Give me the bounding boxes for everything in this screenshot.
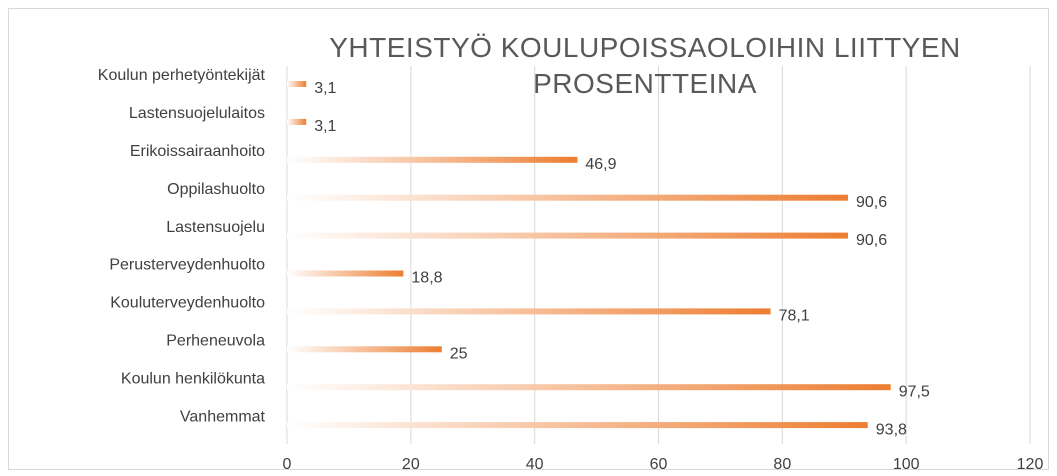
- x-tick-label: 0: [283, 456, 292, 473]
- y-tick-label: Koulun perhetyöntekijät: [98, 67, 266, 84]
- bar: [287, 232, 848, 239]
- chart-title: YHTEISTYÖ KOULUPOISSAOLOIHIN LIITTYEN PR…: [329, 32, 961, 99]
- bar: [287, 118, 307, 125]
- value-label: 78,1: [779, 308, 810, 325]
- y-tick-label: Oppilashuolto: [167, 181, 265, 198]
- value-label: 93,8: [876, 421, 907, 438]
- x-tick-label: 80: [773, 456, 791, 473]
- y-tick-label: Perusterveydenhuolto: [109, 257, 265, 274]
- x-tick-label: 100: [893, 456, 920, 473]
- value-label: 18,8: [411, 270, 442, 287]
- value-label: 46,9: [585, 156, 616, 173]
- value-label: 97,5: [899, 383, 930, 400]
- bar: [287, 346, 442, 353]
- bar: [287, 384, 891, 391]
- y-tick-label: Lastensuojelulaitos: [129, 105, 265, 122]
- y-tick-label: Koulun henkilökunta: [121, 370, 265, 387]
- y-tick-label: Vanhemmat: [180, 408, 266, 425]
- x-tick-label: 120: [1017, 456, 1044, 473]
- y-tick-label: Erikoissairaanhoito: [130, 143, 265, 160]
- y-tick-label: Lastensuojelu: [166, 219, 265, 236]
- bar: [287, 194, 848, 201]
- bar: [287, 270, 404, 277]
- bar: [287, 308, 771, 315]
- bar: [287, 81, 307, 87]
- value-label: 3,1: [314, 80, 336, 97]
- value-label: 25: [450, 346, 468, 363]
- value-label: 3,1: [314, 118, 336, 135]
- x-tick-label: 60: [650, 456, 668, 473]
- bar: [287, 422, 868, 429]
- chart-border: [8, 8, 1049, 470]
- y-tick-label: Kouluterveydenhuolto: [110, 295, 265, 312]
- x-tick-label: 40: [526, 456, 544, 473]
- y-tick-label: Perheneuvola: [166, 333, 265, 350]
- x-tick-label: 20: [402, 456, 420, 473]
- value-label: 90,6: [856, 194, 887, 211]
- bar: [287, 156, 578, 163]
- value-label: 90,6: [856, 232, 887, 249]
